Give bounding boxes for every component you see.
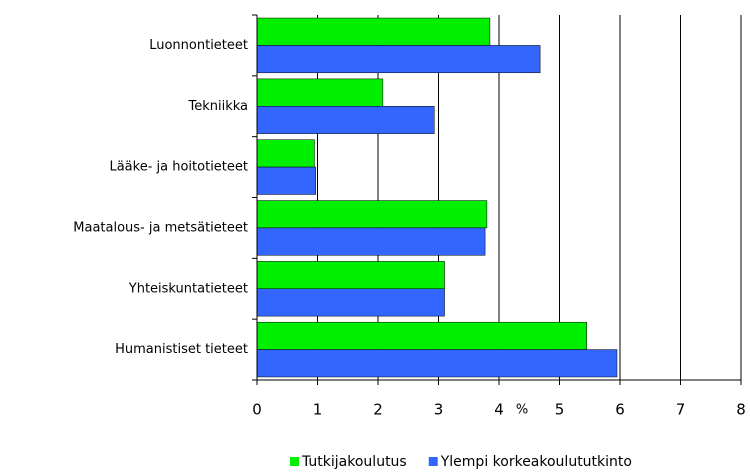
- bar: [256, 349, 618, 378]
- legend-swatch: [428, 457, 438, 466]
- bar: [256, 78, 384, 107]
- x-axis-label: %: [516, 403, 528, 418]
- bar: [256, 288, 445, 317]
- bar: [256, 139, 315, 168]
- bar: [256, 166, 316, 195]
- x-tick-label: 5: [555, 401, 565, 419]
- y-tick-label: Yhteiskuntatieteet: [128, 281, 248, 296]
- y-tick-label: Humanistiset tieteet: [115, 342, 248, 357]
- legend-label: Ylempi korkeakoulututkinto: [440, 454, 632, 470]
- x-tick-label: 0: [252, 401, 262, 419]
- x-tick-label: 7: [676, 401, 686, 419]
- bar: [256, 106, 435, 134]
- legend-swatch: [290, 457, 299, 466]
- x-tick-label: 3: [434, 401, 444, 419]
- bar: [256, 17, 491, 46]
- bar: [256, 321, 587, 350]
- bar: [256, 227, 486, 256]
- bar: [256, 200, 488, 229]
- x-tick-label: 2: [373, 401, 383, 419]
- x-tick-label: 1: [313, 401, 323, 419]
- y-tick-label: Tekniikka: [187, 99, 248, 114]
- bar: [256, 261, 445, 289]
- x-tick-label: 4: [494, 401, 504, 419]
- x-tick-label: 6: [615, 401, 625, 419]
- y-tick-label: Maatalous- ja metsätieteet: [73, 220, 248, 235]
- y-tick-label: Lääke- ja hoitotieteet: [109, 160, 248, 175]
- bar: [256, 45, 541, 74]
- legend-label: Tutkijakoulutus: [301, 454, 407, 470]
- y-tick-label: Luonnontieteet: [149, 38, 248, 53]
- x-tick-label: 8: [736, 401, 746, 419]
